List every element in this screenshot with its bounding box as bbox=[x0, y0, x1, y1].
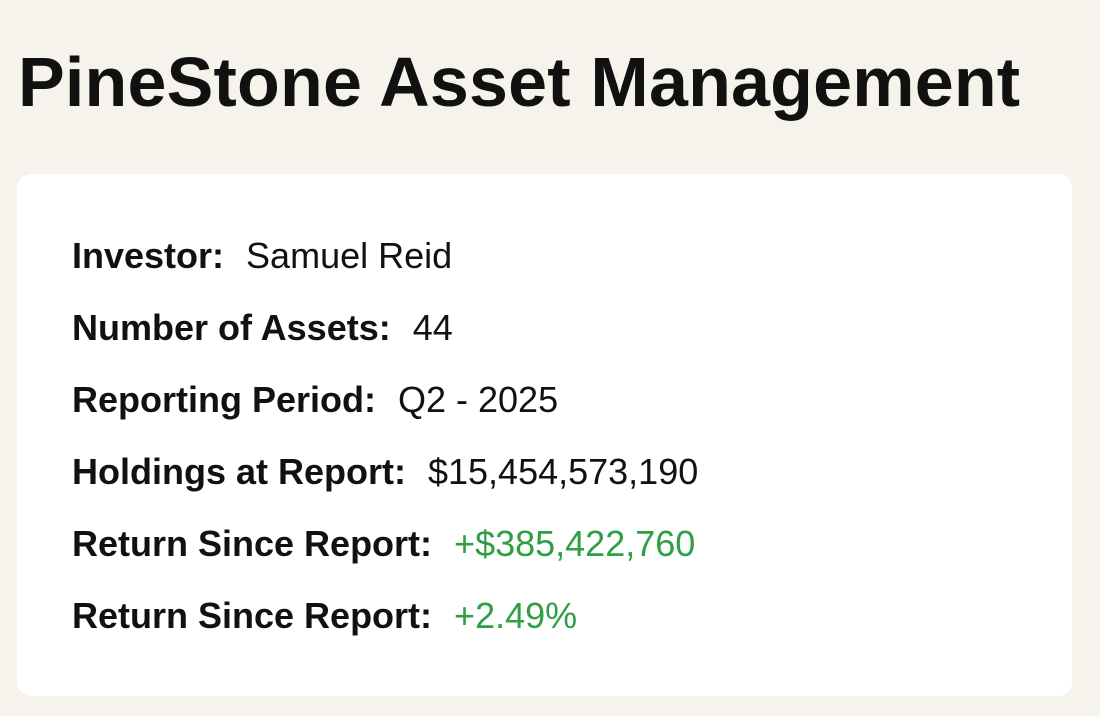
return-percent-row: Return Since Report: +2.49% bbox=[72, 592, 698, 664]
holdings-at-report-row: Holdings at Report: $15,454,573,190 bbox=[72, 448, 698, 520]
return-amount-row: Return Since Report: +$385,422,760 bbox=[72, 520, 698, 592]
number-of-assets-label: Number of Assets: bbox=[72, 307, 391, 348]
investor-summary-card: Investor: Samuel Reid Number of Assets: … bbox=[17, 174, 1072, 696]
reporting-period-label: Reporting Period: bbox=[72, 379, 376, 420]
number-of-assets-value: 44 bbox=[412, 307, 453, 348]
holdings-at-report-label: Holdings at Report: bbox=[72, 451, 406, 492]
return-percent-label: Return Since Report: bbox=[72, 595, 433, 636]
return-amount-label: Return Since Report: bbox=[72, 523, 433, 564]
page-title: PineStone Asset Management bbox=[18, 43, 1021, 121]
return-amount-value: +$385,422,760 bbox=[454, 523, 696, 564]
return-percent-value: +2.49% bbox=[454, 595, 578, 636]
number-of-assets-row: Number of Assets: 44 bbox=[72, 304, 698, 376]
holdings-at-report-value: $15,454,573,190 bbox=[427, 451, 699, 492]
summary-list: Investor: Samuel Reid Number of Assets: … bbox=[72, 232, 698, 664]
reporting-period-row: Reporting Period: Q2 - 2025 bbox=[72, 376, 698, 448]
investor-label: Investor: bbox=[72, 235, 225, 276]
investor-value: Samuel Reid bbox=[246, 235, 453, 276]
investor-row: Investor: Samuel Reid bbox=[72, 232, 698, 304]
reporting-period-value: Q2 - 2025 bbox=[398, 379, 559, 420]
